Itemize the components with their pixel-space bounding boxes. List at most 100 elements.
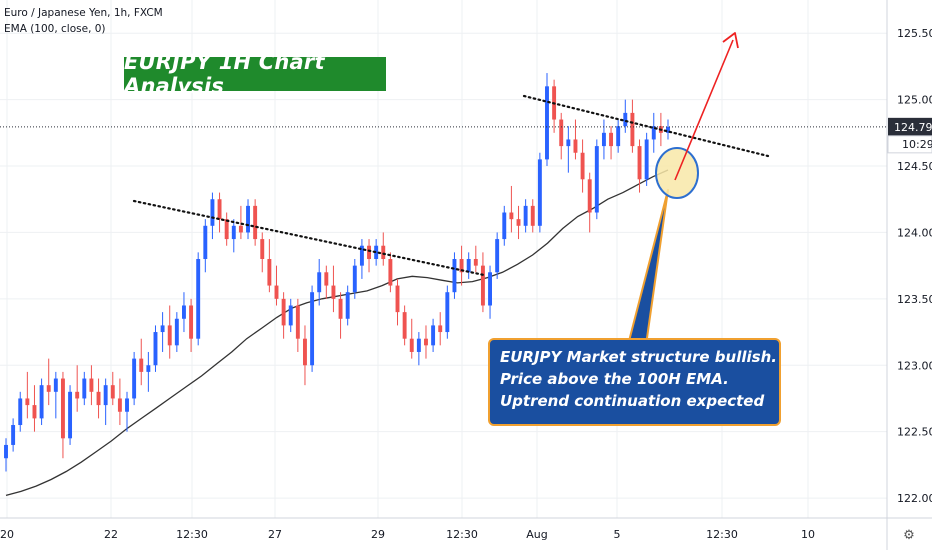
- analysis-note: EURJPY Market structure bullish. Price a…: [488, 338, 781, 426]
- candle: [580, 139, 585, 193]
- trendlines: [132, 94, 770, 277]
- candle-body: [125, 398, 129, 412]
- symbol-label: Euro / Japanese Yen, 1h, FXCM: [4, 7, 163, 19]
- settings-icon[interactable]: ⚙: [903, 528, 915, 543]
- candle: [331, 265, 336, 313]
- y-tick-label: 125.000: [897, 94, 932, 107]
- candle-body: [537, 159, 542, 226]
- candle: [516, 205, 521, 240]
- candle-body: [367, 245, 371, 259]
- candle-body: [4, 444, 8, 459]
- countdown-tag-bg: [887, 135, 932, 154]
- candle-body: [416, 338, 421, 352]
- candle: [253, 199, 258, 246]
- candle-body: [181, 305, 186, 319]
- candle-body: [345, 292, 350, 319]
- candle: [103, 378, 108, 426]
- candle: [509, 185, 514, 233]
- candle: [310, 285, 315, 372]
- price-axis[interactable]: 122.000 122.500 123.000 123.500 124.000 124.5…: [886, 0, 932, 550]
- candle-body: [260, 239, 265, 259]
- candle: [594, 139, 599, 220]
- candle: [82, 371, 87, 406]
- candle-body: [288, 305, 293, 326]
- candle: [601, 119, 606, 160]
- candle: [402, 305, 407, 346]
- last-price-tag: 124.795: [888, 117, 932, 136]
- candle: [666, 119, 670, 140]
- time-axis[interactable]: 20 22 12:30 27 29 12:30 Aug 5 12:30 10 ⚙: [0, 517, 932, 543]
- candle-body: [381, 245, 386, 259]
- candle: [409, 318, 414, 359]
- candle-body: [224, 219, 229, 240]
- candle-body: [160, 325, 165, 333]
- candle: [502, 205, 507, 246]
- candle: [466, 252, 471, 279]
- candle-body: [644, 139, 649, 180]
- candle: [18, 391, 23, 432]
- candle: [367, 239, 371, 273]
- candle: [345, 285, 350, 326]
- candle-body: [466, 259, 471, 273]
- candle: [651, 112, 656, 153]
- candle-body: [117, 398, 122, 412]
- candle-body: [637, 146, 642, 180]
- candle-body: [46, 385, 51, 392]
- candle: [210, 192, 215, 240]
- candle-body: [246, 205, 250, 233]
- candle: [132, 351, 137, 406]
- candle: [295, 298, 300, 352]
- candle-body: [601, 132, 606, 147]
- x-tick-label: 12:30: [706, 528, 738, 541]
- candle: [623, 99, 628, 133]
- candle: [587, 172, 592, 233]
- indicator-label[interactable]: EMA (100, close, 0): [4, 23, 106, 35]
- candle: [281, 292, 286, 339]
- candle: [452, 252, 457, 299]
- candle-body: [103, 385, 108, 406]
- candle: [416, 332, 421, 366]
- candle: [609, 126, 614, 160]
- analysis-title: EURJPY 1H Chart Analysis: [124, 50, 386, 98]
- candle: [495, 232, 500, 279]
- last-price-value: 124.795: [894, 121, 932, 134]
- trendline: [522, 94, 770, 158]
- candle-body: [609, 132, 614, 147]
- candle: [246, 199, 250, 240]
- y-tick-label: 123.000: [897, 359, 932, 372]
- candle-body: [25, 398, 30, 406]
- candle-body: [295, 305, 300, 339]
- candle: [388, 252, 393, 293]
- candle: [438, 312, 443, 346]
- candle: [473, 245, 478, 273]
- candle: [480, 252, 485, 313]
- candle: [117, 378, 122, 426]
- candle: [523, 199, 528, 233]
- x-tick-label: Aug: [526, 528, 547, 541]
- candle-body: [18, 398, 23, 426]
- candle-body: [580, 152, 585, 180]
- candle: [60, 371, 65, 459]
- candle-body: [174, 318, 179, 346]
- candle-body: [587, 179, 592, 213]
- x-tick-label: 22: [104, 528, 118, 541]
- countdown-tag: 10:29: [887, 135, 932, 154]
- x-tick-label: 5: [614, 528, 621, 541]
- candle-body: [60, 378, 65, 439]
- candle-body: [146, 365, 151, 372]
- candle-body: [488, 272, 493, 306]
- candle-body: [189, 305, 194, 339]
- candle: [11, 418, 16, 452]
- ema-layer: [5, 169, 669, 497]
- candle-body: [196, 259, 201, 339]
- candle: [203, 219, 208, 273]
- candle: [288, 298, 293, 333]
- candle: [559, 112, 564, 160]
- candle: [566, 126, 571, 173]
- note-line: EURJPY Market structure bullish.: [500, 348, 777, 366]
- candles: [4, 73, 670, 472]
- y-tick-label: 122.500: [897, 426, 932, 439]
- y-tick-label: 123.500: [897, 293, 932, 306]
- candle: [174, 312, 179, 352]
- candle-body: [594, 146, 599, 213]
